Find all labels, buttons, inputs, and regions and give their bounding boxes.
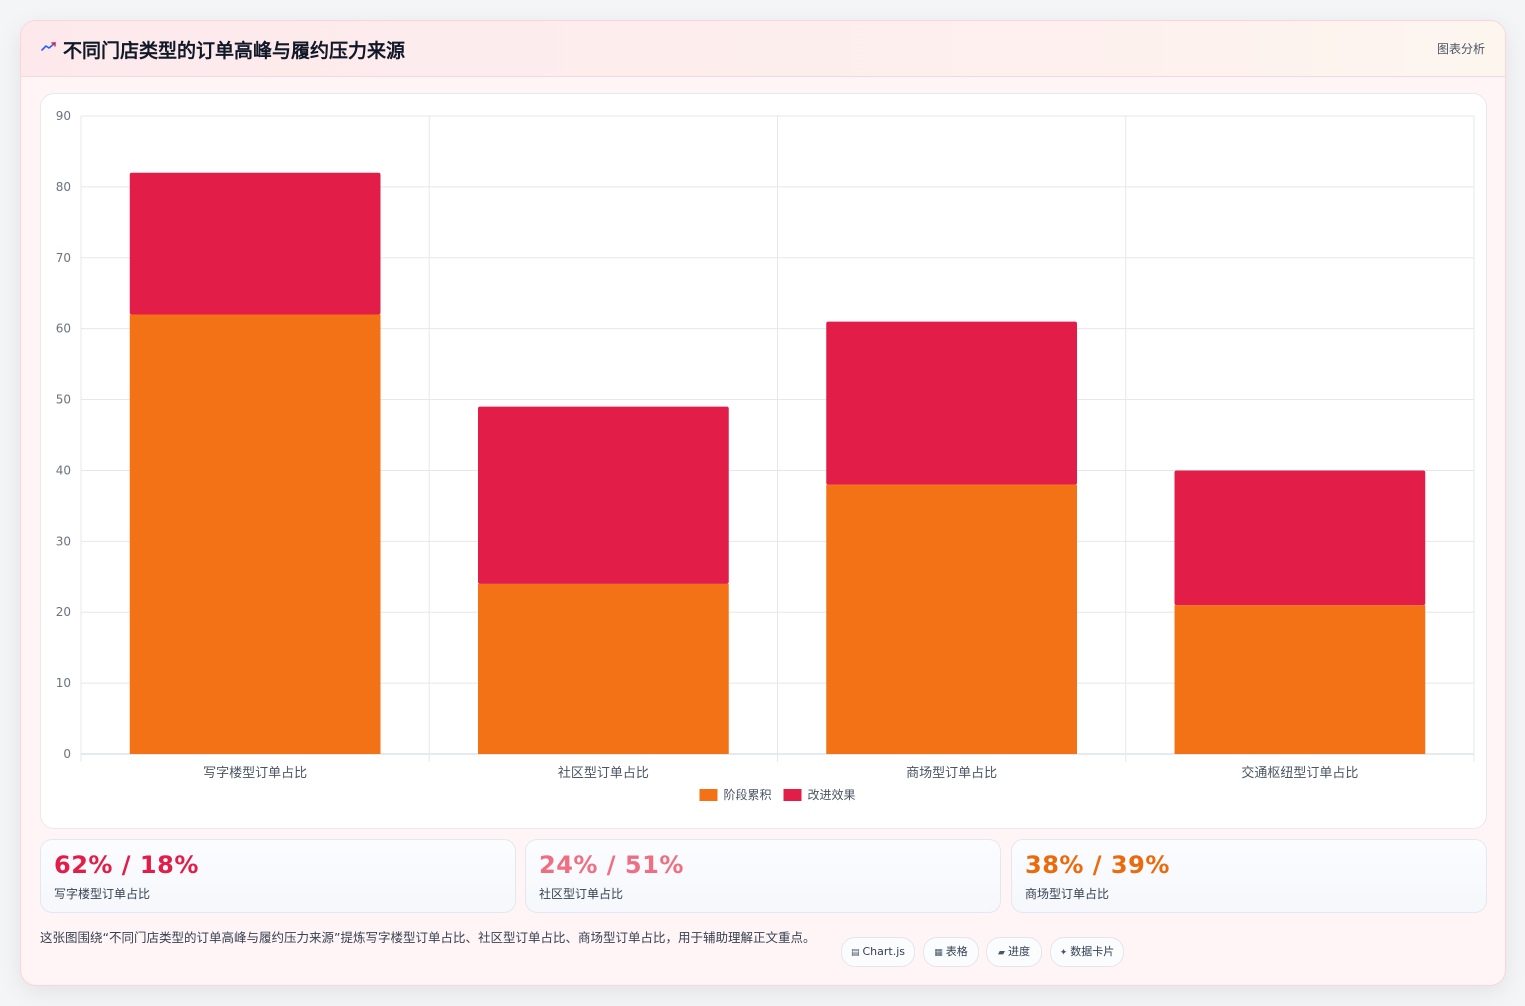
chip-data-cards[interactable]: ✦ 数据卡片 [1050, 937, 1124, 967]
y-tick-label: 20 [56, 605, 71, 619]
chart-description: 这张图围绕“不同门店类型的订单高峰与履约压力来源”提炼写字楼型订单占比、社区型订… [40, 930, 816, 945]
stat-card-mall: 38% / 39% 商场型订单占比 [1011, 839, 1487, 913]
x-tick-label: 社区型订单占比 [558, 765, 649, 781]
bar-segment [1174, 605, 1426, 754]
x-tick-label: 商场型订单占比 [906, 766, 997, 781]
y-tick-label: 40 [56, 463, 71, 477]
chip-table[interactable]: ▦ 表格 [923, 937, 979, 967]
y-tick-label: 80 [56, 180, 71, 194]
chip-chartjs[interactable]: ▤ Chart.js [841, 937, 915, 967]
bar-segment [826, 321, 1077, 485]
chip-label: 表格 [945, 945, 968, 958]
bar-segment [478, 406, 729, 584]
bar-segment [478, 583, 729, 754]
chip-progress[interactable]: ▰ 进度 [986, 937, 1042, 967]
table-icon: ▦ [934, 948, 943, 958]
stat-card-community: 24% / 51% 社区型订单占比 [525, 839, 1001, 913]
stat-card-office: 62% / 18% 写字楼型订单占比 [40, 839, 516, 913]
sparkle-icon: ✦ [1059, 948, 1068, 958]
y-tick-label: 30 [56, 534, 71, 548]
stat-label: 写字楼型订单占比 [54, 887, 151, 901]
bar-segment [826, 484, 1077, 754]
legend-label: 改进效果 [808, 787, 856, 802]
y-tick-label: 90 [56, 109, 71, 123]
bar-segment [129, 172, 381, 315]
chip-label: 进度 [1007, 945, 1030, 958]
bar-segment [129, 314, 381, 754]
progress-icon: ▰ [998, 948, 1005, 958]
card-header: 不同门店类型的订单高峰与履约压力来源 图表分析 [21, 21, 1505, 77]
legend-swatch [699, 789, 718, 801]
bar-segment [1174, 470, 1426, 606]
stat-value: 24% / 51% [539, 851, 684, 879]
y-tick-label: 50 [56, 393, 71, 407]
trend-icon [41, 42, 56, 51]
legend-label: 阶段累积 [724, 787, 772, 802]
y-tick-label: 60 [56, 322, 71, 336]
y-tick-label: 70 [56, 251, 71, 265]
chart-card: 不同门店类型的订单高峰与履约压力来源 图表分析 0 10 20 30 40 50 60 70 8… [20, 20, 1506, 986]
legend-swatch [783, 789, 802, 801]
stat-value: 62% / 18% [54, 851, 199, 879]
x-tick-label: 写字楼型订单占比 [203, 766, 307, 781]
y-tick-label: 0 [63, 747, 71, 761]
chart-icon: ▤ [850, 948, 860, 958]
x-tick-label: 交通枢纽型订单占比 [1241, 765, 1358, 781]
chip-label: Chart.js [862, 945, 906, 958]
chip-label: 数据卡片 [1070, 945, 1115, 958]
stacked-bar-chart: 0 10 20 30 40 50 60 70 80 90 写字楼型订单占比 社区型订单占比 商场型订单占… [56, 109, 1475, 802]
chart-panel: 0 10 20 30 40 50 60 70 80 90 写字楼型订单占比 社区型订单占比 商场型订单占… [40, 93, 1487, 829]
stat-label: 商场型订单占比 [1025, 887, 1110, 901]
chart-analysis-tag: 图表分析 [1436, 42, 1485, 56]
page-title: 不同门店类型的订单高峰与履约压力来源 [63, 40, 406, 62]
stat-label: 社区型订单占比 [539, 887, 624, 901]
stat-value: 38% / 39% [1025, 851, 1170, 879]
y-tick-label: 10 [56, 676, 71, 690]
